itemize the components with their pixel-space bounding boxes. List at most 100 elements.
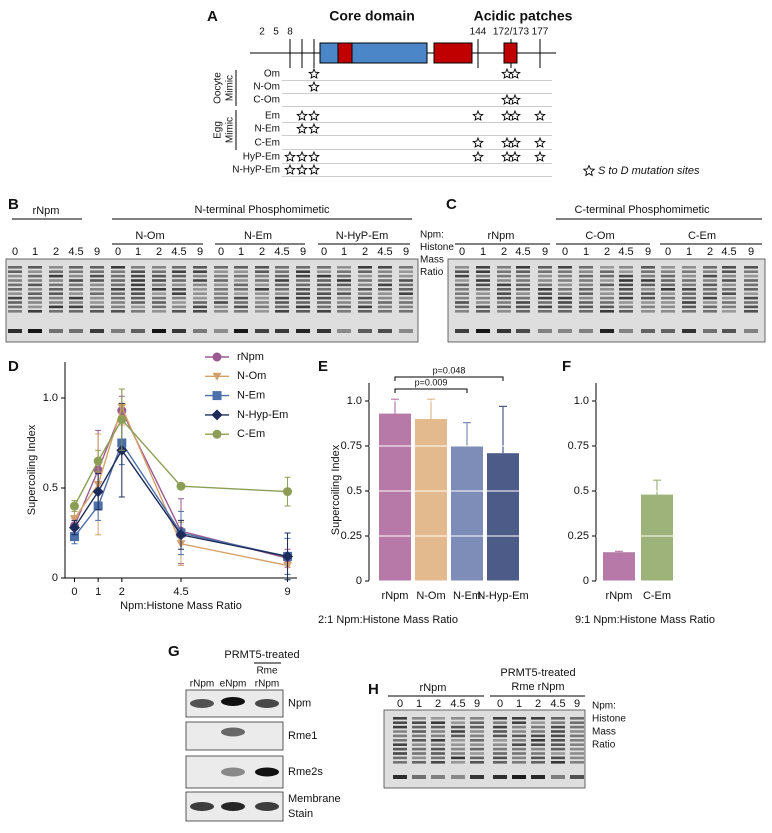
- gel-band: [661, 266, 675, 269]
- site-label: 8: [287, 27, 293, 38]
- gel-band: [661, 292, 675, 295]
- gel-band: [579, 270, 593, 273]
- gel-band: [470, 730, 484, 733]
- gel-band: [558, 266, 572, 269]
- gel-band: [579, 301, 593, 304]
- gel-band: [470, 734, 484, 738]
- gel-band: [551, 721, 565, 724]
- gel-band: [512, 761, 526, 764]
- gel-band: [131, 301, 145, 304]
- gel-band: [193, 296, 207, 300]
- gel-band: [579, 296, 593, 300]
- gel-band: [722, 274, 736, 278]
- gel-band: [152, 288, 166, 291]
- gel-band: [512, 752, 526, 755]
- gel-band: [8, 274, 22, 278]
- lane-label: 1: [516, 698, 522, 710]
- gel-band: [172, 292, 186, 295]
- gel-band: [703, 279, 717, 282]
- gel-band: [512, 734, 526, 738]
- legend-text: S to D mutation sites: [598, 165, 700, 177]
- lane-label: 2: [535, 698, 541, 710]
- gel-band: [641, 301, 655, 304]
- gel-band: [476, 292, 490, 295]
- star: [472, 109, 484, 121]
- legend-marker: [212, 352, 222, 362]
- gel-band: [551, 734, 565, 738]
- gel-band: [275, 292, 289, 295]
- gel-band: [538, 329, 552, 333]
- gel-band: [619, 292, 633, 295]
- gel-band: [744, 305, 758, 309]
- gel-band: [337, 266, 351, 269]
- gel-band: [512, 739, 526, 742]
- gel-band: [296, 310, 310, 313]
- gel-band: [111, 270, 125, 273]
- gel-band: [152, 329, 166, 333]
- gel-band: [551, 725, 565, 729]
- annotation: p=0.009: [415, 377, 448, 387]
- gel-band: [493, 756, 507, 760]
- gel-band: [516, 329, 530, 333]
- gel-band: [69, 288, 83, 291]
- lane-label: 2: [156, 246, 162, 258]
- gel-band: [641, 292, 655, 295]
- gel-band: [111, 301, 125, 304]
- gel-band: [703, 270, 717, 273]
- star: [501, 109, 513, 121]
- gel-band: [275, 301, 289, 304]
- gel-band: [455, 283, 469, 287]
- gel-band: [493, 725, 507, 729]
- gel-band: [296, 266, 310, 269]
- group-label: N-Om: [135, 230, 164, 242]
- gel-band: [600, 305, 614, 309]
- gel-band: [497, 288, 511, 291]
- gel-band: [296, 288, 310, 291]
- gel-band: [516, 292, 530, 295]
- gel-band: [255, 296, 269, 300]
- gel-band: [661, 329, 675, 333]
- gel-band: [551, 717, 565, 720]
- gel-band: [111, 292, 125, 295]
- y-tick-label: 0.25: [568, 530, 589, 542]
- gel-band: [579, 288, 593, 291]
- star: [284, 163, 296, 175]
- gel-band: [412, 721, 426, 724]
- gel-band: [49, 288, 63, 291]
- gel-band: [431, 743, 445, 746]
- gel-band: [412, 761, 426, 764]
- gel-band: [619, 283, 633, 287]
- gel-band: [8, 305, 22, 309]
- gel-band: [470, 743, 484, 746]
- gel-band: [193, 270, 207, 273]
- x-tick-label: rNpm: [382, 590, 409, 602]
- bar: [603, 552, 635, 581]
- x-tick-label: 2: [119, 586, 125, 598]
- gel-band: [214, 329, 228, 333]
- gel-band: [470, 717, 484, 720]
- gel-band: [661, 288, 675, 291]
- marker: [283, 487, 293, 497]
- gel-band: [455, 270, 469, 273]
- gel-band: [516, 288, 530, 291]
- row-label: Om: [264, 69, 280, 80]
- core-domain: [319, 42, 428, 64]
- gel-band: [558, 310, 572, 313]
- group-label: N-HyP-Em: [336, 230, 389, 242]
- gel-band: [399, 305, 413, 309]
- blot-band: [255, 767, 279, 777]
- panel-letter: A: [207, 8, 218, 25]
- panel-letter: D: [8, 358, 19, 375]
- star: [472, 150, 484, 162]
- gel-band: [703, 310, 717, 313]
- gel-band: [551, 752, 565, 755]
- legend-label: C-Em: [237, 428, 265, 440]
- row-label: Rme2s: [288, 766, 323, 778]
- gel-band: [570, 721, 584, 724]
- bar: [487, 453, 519, 581]
- gel-band: [28, 305, 42, 309]
- row-label: Rme1: [288, 730, 317, 742]
- gel-band: [255, 329, 269, 333]
- gel-band: [296, 283, 310, 287]
- gel-band: [531, 721, 545, 724]
